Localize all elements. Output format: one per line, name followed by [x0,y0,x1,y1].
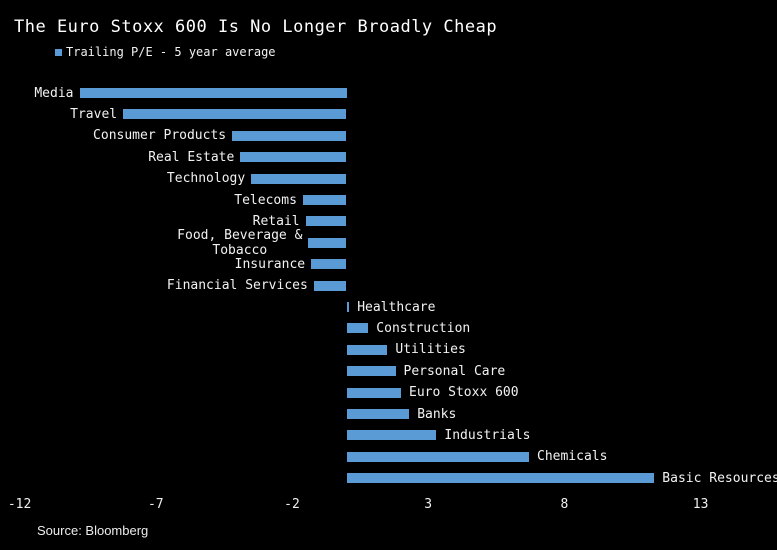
category-label: Food, Beverage & Tobacco [177,227,303,258]
bar [79,88,347,98]
bar [346,387,401,398]
x-axis-tick-label: 13 [692,497,709,512]
bar [308,237,347,248]
category-label: Banks [417,406,457,422]
category-label: Insurance [234,256,306,272]
bar [240,152,347,163]
bar [346,366,396,377]
category-label: Real Estate [148,149,235,165]
category-label: Travel [70,106,118,122]
bar [313,280,347,291]
category-label: Technology [166,171,246,187]
category-label: Personal Care [403,363,506,379]
bar [251,173,347,184]
category-label: Healthcare [357,299,436,315]
bar [346,409,410,419]
legend-label: Trailing P/E - 5 year average [66,45,276,59]
bar [346,323,369,334]
category-label: Utilities [395,342,466,358]
category-label: Basic Resources [662,470,777,486]
source-note: Source: Bloomberg [37,523,149,538]
bar [346,302,350,312]
category-label: Telecoms [234,192,297,208]
category-label: Consumer Products [93,128,227,144]
x-axis-tick-label: 8 [560,497,569,512]
x-axis-tick-label: -2 [284,497,300,512]
x-axis-tick-label: -7 [147,497,164,512]
category-label: Financial Services [166,278,308,294]
bar [346,344,388,355]
bar [346,451,529,462]
x-axis-tick-label: -12 [7,497,32,512]
legend-swatch-icon [55,49,62,56]
bar [302,195,347,205]
category-label: Media [34,85,74,101]
chart-title: The Euro Stoxx 600 Is No Longer Broadly … [14,17,498,37]
x-axis-tick-label: 3 [424,497,433,512]
category-label: Industrials [444,427,531,443]
category-label: Retail [252,213,300,229]
category-label: Construction [376,320,471,336]
bar [346,473,655,484]
category-label: Chemicals [537,449,608,465]
bar [123,109,347,120]
bar [305,216,347,227]
bar [232,130,347,141]
category-label: Euro Stoxx 600 [409,385,519,401]
bar [311,259,347,270]
bar [346,430,437,441]
